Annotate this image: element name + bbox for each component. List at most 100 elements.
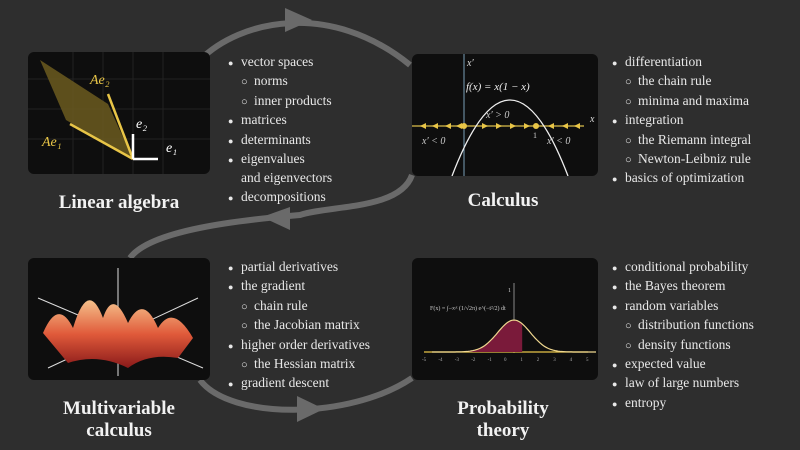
topic-item: ● partial derivatives	[228, 258, 370, 277]
bullet-icon: ●	[612, 116, 618, 127]
topic-item: ● integration	[612, 111, 751, 130]
arrowhead-icon	[285, 8, 312, 32]
sub-bullet-icon: ○	[625, 154, 632, 167]
topic-text: the chain rule	[638, 73, 712, 89]
title-probability: Probability theory	[412, 398, 594, 442]
topics-calculus: ● differentiation ○ the chain rule ○ minima a…	[612, 53, 751, 189]
negative-right-label: x′ < 0	[546, 136, 570, 147]
topic-text: vector spaces	[241, 54, 314, 69]
x-tick-label: -1	[488, 358, 493, 363]
bullet-icon: ●	[228, 263, 234, 273]
topic-item: ● law of large numbers	[612, 374, 754, 393]
topic-item: ○ the Jacobian matrix	[228, 316, 370, 335]
topic-item: ● basics of optimization	[612, 169, 751, 188]
negative-left-label: x′ < 0	[421, 136, 445, 147]
topic-text: integration	[625, 112, 684, 128]
topic-item: ● vector spaces	[228, 53, 332, 72]
topic-text: differentiation	[625, 54, 702, 69]
title-linear-algebra: Linear algebra	[58, 192, 180, 213]
topic-item: ○ the Riemann integral	[612, 131, 751, 150]
calculus-figure: x′ x f(x) = x(1 − x) x′ > 0 x′ < 0 x′ < …	[412, 54, 598, 176]
topic-text: gradient descent	[241, 375, 330, 391]
sub-bullet-icon: ○	[241, 320, 248, 333]
topic-text: law of large numbers	[625, 375, 740, 391]
topic-text: conditional probability	[625, 259, 749, 274]
bullet-icon: ●	[228, 340, 234, 351]
topic-text: expected value	[625, 356, 706, 372]
topic-text: the Hessian matrix	[254, 356, 356, 372]
sub-bullet-icon: ○	[241, 300, 248, 313]
bullet-icon: ●	[228, 116, 234, 127]
topic-text: and eigenvectors	[241, 170, 333, 186]
topic-item: ● determinants	[228, 131, 332, 150]
x-tick-label: 2	[537, 358, 540, 363]
bullet-icon: ●	[228, 58, 234, 68]
topic-text: partial derivatives	[241, 259, 339, 274]
topic-item: ○ distribution functions	[612, 316, 754, 335]
bullet-icon: ●	[612, 379, 618, 390]
linear-algebra-figure: Ae₂ Ae₁ e₂ e₁	[28, 52, 210, 174]
topic-item: ○ inner products	[228, 92, 332, 111]
topic-item: ● the gradient	[228, 277, 370, 296]
y-axis-label: x′	[466, 58, 474, 69]
topic-text: inner products	[254, 92, 332, 108]
topic-item: ● matrices	[228, 111, 332, 130]
bullet-icon: ●	[612, 360, 618, 371]
sub-bullet-icon: ○	[241, 76, 248, 89]
topic-text: the Bayes theorem	[625, 278, 726, 294]
topic-item: ● eigenvalues	[228, 150, 332, 169]
topic-item: ○ density functions	[612, 336, 754, 355]
topic-text: density functions	[638, 336, 731, 352]
cdf-formula: F(x) = ∫₋∞ˣ (1/√2π) e^(−t²/2) dt	[430, 305, 506, 312]
topic-text: norms	[254, 73, 288, 89]
sub-bullet-icon: ○	[625, 95, 632, 108]
topic-text: matrices	[241, 112, 287, 128]
x-axis-label: x	[589, 114, 595, 125]
topics-multivariable: ● partial derivatives ● the gradient ○ chain …	[228, 258, 370, 394]
topic-text: decompositions	[241, 188, 326, 204]
function-label: f(x) = x(1 − x)	[466, 81, 530, 93]
topic-text: basics of optimization	[625, 170, 745, 186]
topic-item: ○ Newton-Leibniz rule	[612, 150, 751, 169]
bullet-icon: ●	[228, 192, 234, 203]
sub-bullet-icon: ○	[625, 339, 632, 352]
topic-text: the Riemann integral	[638, 131, 752, 147]
bullet-icon: ●	[612, 301, 618, 312]
topic-item: ● expected value	[612, 355, 754, 374]
x-tick-label: -3	[455, 358, 460, 363]
topic-text: higher order derivatives	[241, 336, 370, 352]
topic-item: ● conditional probability	[612, 258, 754, 277]
topic-text: eigenvalues	[241, 151, 305, 167]
topic-text: chain rule	[254, 297, 308, 313]
topic-item: ● decompositions	[228, 188, 332, 207]
x-tick-label: 3	[553, 358, 556, 363]
arrow-calculus-to-multivariable	[127, 173, 415, 260]
tick-one: 1	[533, 131, 537, 140]
sub-bullet-icon: ○	[625, 134, 632, 147]
arrowhead-icon	[262, 207, 290, 230]
topic-text: random variables	[625, 297, 719, 313]
surface-plot	[37, 268, 204, 376]
topic-text: the Jacobian matrix	[254, 317, 360, 333]
bullet-icon: ●	[228, 135, 234, 146]
bullet-icon: ●	[612, 58, 618, 68]
sub-bullet-icon: ○	[241, 359, 248, 372]
bullet-icon: ●	[612, 398, 618, 409]
sub-bullet-icon: ○	[241, 95, 248, 108]
topic-text: Newton-Leibniz rule	[638, 151, 751, 167]
topics-linear-algebra: ● vector spaces ○ norms ○ inner products ● matr…	[228, 53, 332, 207]
label-e1: e₁	[166, 141, 177, 156]
topic-item: ○ minima and maxima	[612, 92, 751, 111]
arrowhead-icon	[297, 396, 324, 422]
topic-item: ○ the chain rule	[612, 72, 751, 91]
bullet-icon: ●	[228, 282, 234, 293]
topic-item: ○ chain rule	[228, 297, 370, 316]
x-tick-label: -4	[438, 358, 443, 363]
topic-text: minima and maxima	[638, 92, 749, 108]
topics-probability: ● conditional probability ● the Bayes theor…	[612, 258, 754, 413]
bullet-icon: ●	[228, 155, 234, 166]
label-ae2: Ae₂	[89, 73, 110, 88]
multivariable-figure	[28, 258, 210, 380]
bullet-icon: ●	[612, 263, 618, 273]
topic-text: entropy	[625, 394, 667, 410]
